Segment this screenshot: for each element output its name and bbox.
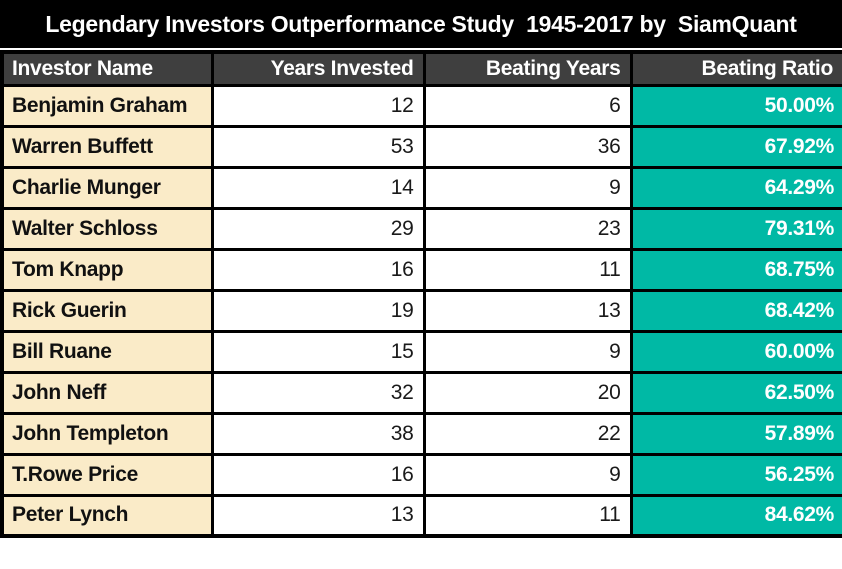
years-invested-cell: 19 (210, 288, 426, 333)
beating-years-cell: 6 (422, 83, 633, 128)
investor-name-cell: Warren Buffett (0, 124, 214, 169)
table-row: John Templeton 38 22 57.89% (0, 411, 842, 456)
investor-name-cell: Walter Schloss (0, 206, 214, 251)
beating-years-cell: 11 (422, 493, 633, 538)
table-row: Bill Ruane 15 9 60.00% (0, 329, 842, 374)
investor-name-cell: Peter Lynch (0, 493, 214, 538)
beating-years-cell: 13 (422, 288, 633, 333)
beating-ratio-cell: 50.00% (629, 83, 842, 128)
investor-name-cell: John Neff (0, 370, 214, 415)
table-row: T.Rowe Price 16 9 56.25% (0, 452, 842, 497)
years-invested-cell: 29 (210, 206, 426, 251)
table-row: Warren Buffett 53 36 67.92% (0, 124, 842, 169)
column-header-beating-years: Beating Years (422, 50, 633, 87)
beating-ratio-cell: 62.50% (629, 370, 842, 415)
table-row: Walter Schloss 29 23 79.31% (0, 206, 842, 251)
years-invested-cell: 38 (210, 411, 426, 456)
beating-ratio-cell: 68.75% (629, 247, 842, 292)
beating-ratio-cell: 60.00% (629, 329, 842, 374)
investor-name-cell: Rick Guerin (0, 288, 214, 333)
beating-ratio-cell: 79.31% (629, 206, 842, 251)
investors-table: Investor Name Years Invested Beating Yea… (0, 50, 842, 538)
column-header-investor-name: Investor Name (0, 50, 214, 87)
beating-years-cell: 11 (422, 247, 633, 292)
column-header-beating-ratio: Beating Ratio (629, 50, 842, 87)
investor-name-cell: John Templeton (0, 411, 214, 456)
table-row: Tom Knapp 16 11 68.75% (0, 247, 842, 292)
beating-ratio-cell: 56.25% (629, 452, 842, 497)
years-invested-cell: 16 (210, 452, 426, 497)
table-row: Rick Guerin 19 13 68.42% (0, 288, 842, 333)
beating-ratio-cell: 67.92% (629, 124, 842, 169)
investor-name-cell: Benjamin Graham (0, 83, 214, 128)
beating-ratio-cell: 57.89% (629, 411, 842, 456)
years-invested-cell: 13 (210, 493, 426, 538)
investor-name-cell: T.Rowe Price (0, 452, 214, 497)
table-row: Benjamin Graham 12 6 50.00% (0, 83, 842, 128)
investor-name-cell: Charlie Munger (0, 165, 214, 210)
beating-years-cell: 22 (422, 411, 633, 456)
table-row: John Neff 32 20 62.50% (0, 370, 842, 415)
column-header-years-invested: Years Invested (210, 50, 426, 87)
investor-name-cell: Bill Ruane (0, 329, 214, 374)
beating-years-cell: 9 (422, 329, 633, 374)
beating-ratio-cell: 84.62% (629, 493, 842, 538)
table-row: Peter Lynch 13 11 84.62% (0, 493, 842, 538)
beating-years-cell: 9 (422, 165, 633, 210)
years-invested-cell: 14 (210, 165, 426, 210)
header-row: Investor Name Years Invested Beating Yea… (0, 50, 842, 87)
beating-years-cell: 36 (422, 124, 633, 169)
page-title: Legendary Investors Outperformance Study… (0, 0, 842, 50)
beating-ratio-cell: 68.42% (629, 288, 842, 333)
years-invested-cell: 32 (210, 370, 426, 415)
investor-name-cell: Tom Knapp (0, 247, 214, 292)
beating-ratio-cell: 64.29% (629, 165, 842, 210)
beating-years-cell: 9 (422, 452, 633, 497)
beating-years-cell: 20 (422, 370, 633, 415)
years-invested-cell: 16 (210, 247, 426, 292)
years-invested-cell: 53 (210, 124, 426, 169)
beating-years-cell: 23 (422, 206, 633, 251)
table-row: Charlie Munger 14 9 64.29% (0, 165, 842, 210)
years-invested-cell: 15 (210, 329, 426, 374)
years-invested-cell: 12 (210, 83, 426, 128)
